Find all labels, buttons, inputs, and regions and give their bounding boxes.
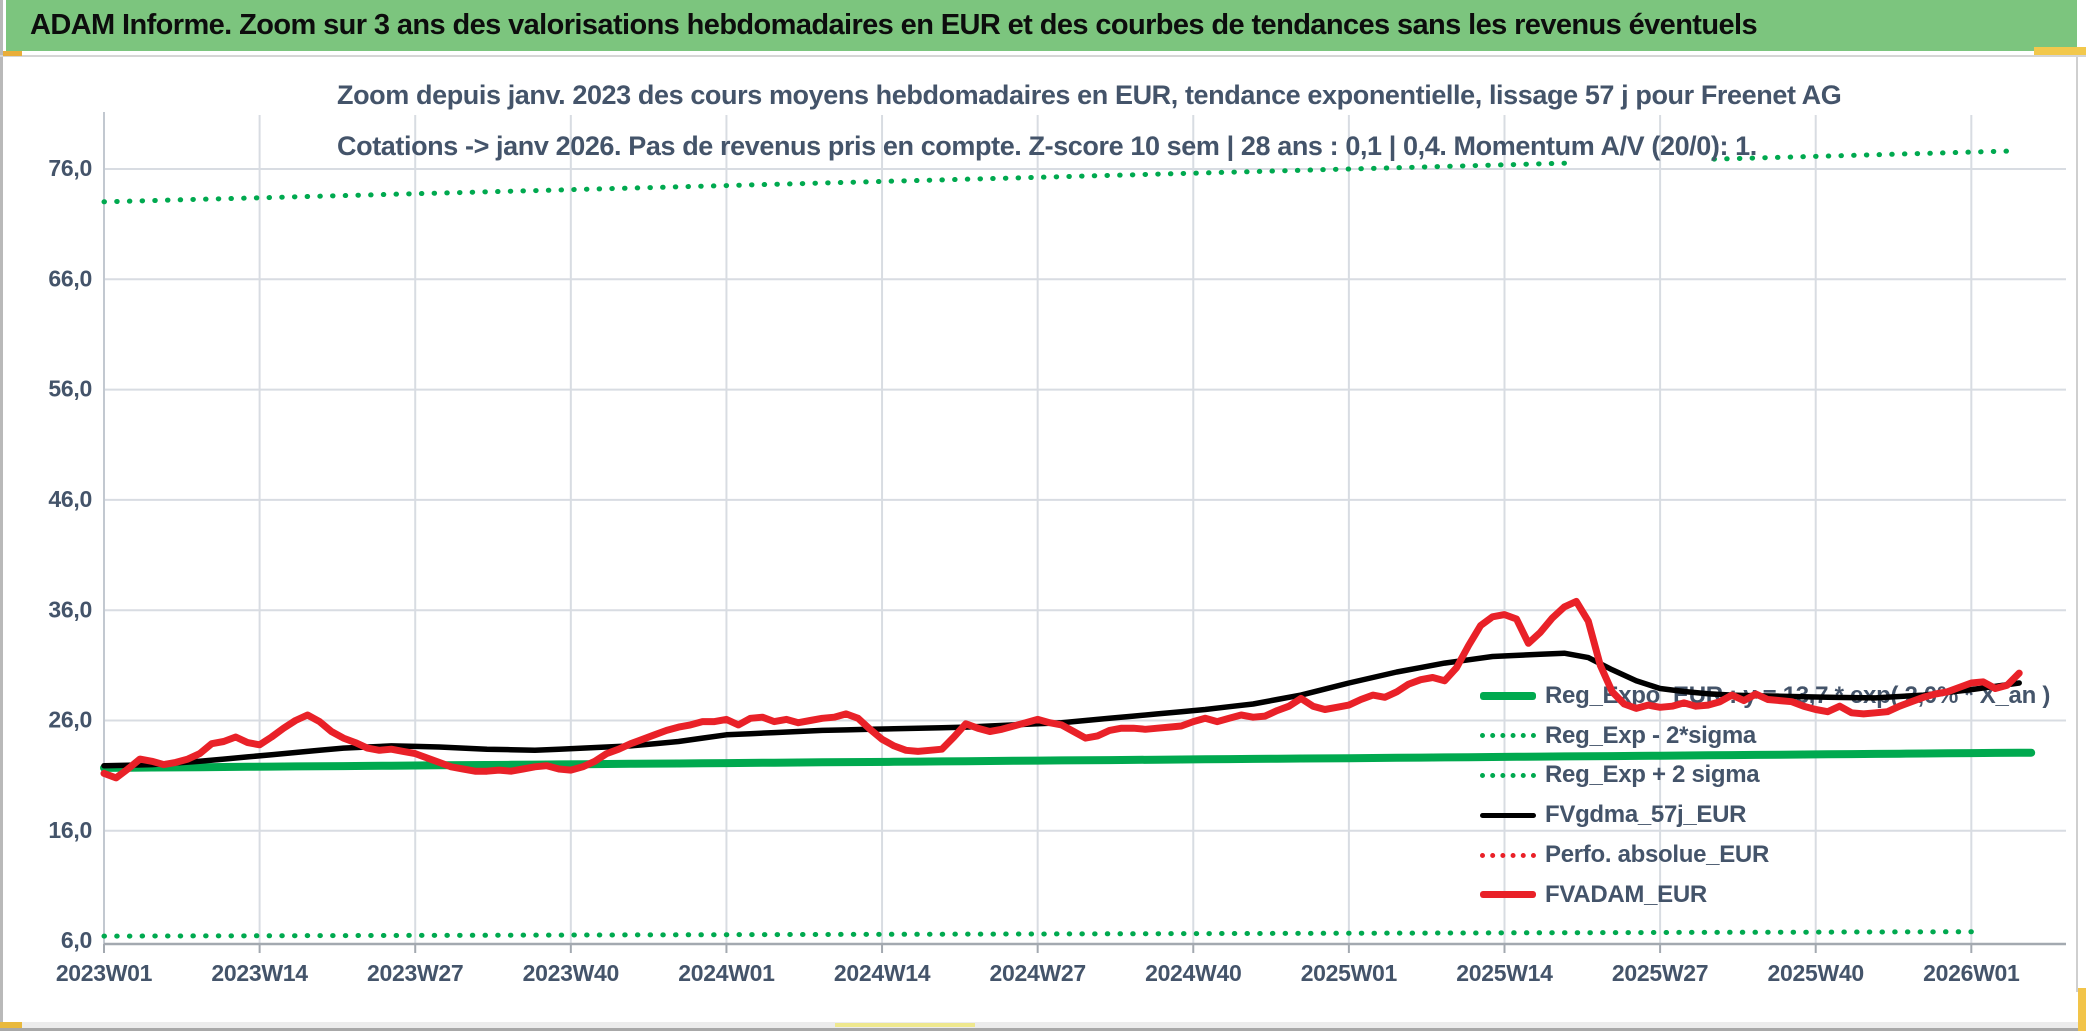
x-axis-tick-label: 2023W40 [523, 960, 619, 986]
x-axis-tick-label: 2026W01 [1923, 960, 2020, 986]
legend-item: Reg_Exp + 2 sigma [1480, 756, 2050, 796]
x-axis-tick-label: 2025W40 [1768, 960, 1864, 986]
legend-label: Reg_Expo_EUR : y = 13,7 * exp( 2,0% * X_… [1545, 681, 2051, 709]
x-axis-tick-label: 2024W01 [678, 960, 775, 986]
y-axis-tick-label: 26,0 [48, 707, 92, 733]
legend-item: FVADAM_EUR [1480, 875, 2050, 915]
accent-top-left [3, 51, 22, 56]
y-axis-tick-label: 6,0 [61, 927, 92, 953]
y-axis-tick-label: 46,0 [48, 486, 92, 512]
window-right-border [2076, 57, 2078, 992]
accent-bottom-middle[interactable] [835, 1023, 975, 1027]
x-axis-tick-label: 2024W27 [989, 960, 1085, 986]
y-axis-tick-label: 16,0 [48, 817, 92, 843]
accent-bottom-right [2078, 988, 2086, 1031]
legend-solid-line-sample [1480, 891, 1536, 899]
legend-item: Perfo. absolue_EUR [1480, 835, 2050, 875]
x-axis-tick-label: 2025W01 [1301, 960, 1398, 986]
y-axis-tick-label: 36,0 [48, 596, 92, 622]
legend-item: Reg_Exp - 2*sigma [1480, 716, 2050, 756]
legend-solid-line-sample [1480, 812, 1536, 819]
legend-label: Perfo. absolue_EUR [1545, 841, 1769, 869]
x-axis-tick-label: 2024W14 [834, 960, 931, 986]
chart-legend: Reg_Expo_EUR : y = 13,7 * exp( 2,0% * X_… [1480, 676, 2050, 915]
y-axis-tick-label: 66,0 [48, 265, 92, 291]
x-axis-tick-label: 2023W01 [56, 960, 153, 986]
legend-item: Reg_Expo_EUR : y = 13,7 * exp( 2,0% * X_… [1480, 676, 2050, 716]
legend-label: FVADAM_EUR [1545, 880, 1707, 908]
legend-dotted-line-sample [1480, 772, 1536, 778]
legend-label: FVgdma_57j_EUR [1545, 801, 1747, 829]
header-separator [0, 55, 2086, 57]
y-axis-tick-label: 76,0 [48, 155, 92, 181]
accent-top-right [2034, 47, 2086, 55]
window-bottom-border [0, 1028, 2086, 1031]
x-axis-tick-label: 2025W14 [1456, 960, 1553, 986]
header-bar: ADAM Informe. Zoom sur 3 ans des valoris… [6, 0, 2077, 51]
legend-solid-line-sample [1480, 691, 1536, 700]
legend-dotted-line-sample [1480, 852, 1536, 858]
legend-label: Reg_Exp - 2*sigma [1545, 721, 1756, 749]
x-axis-tick-label: 2023W27 [367, 960, 463, 986]
y-axis-tick-label: 56,0 [48, 376, 92, 402]
legend-label: Reg_Exp + 2 sigma [1545, 761, 1760, 789]
legend-dotted-line-sample [1480, 733, 1536, 739]
window-left-border [0, 0, 3, 1031]
legend-item: FVgdma_57j_EUR [1480, 795, 2050, 835]
accent-bottom-left [0, 1022, 22, 1028]
x-axis-tick-label: 2024W40 [1145, 960, 1241, 986]
x-axis-tick-label: 2025W27 [1612, 960, 1708, 986]
bottom-scroll-strip[interactable] [0, 1022, 2086, 1028]
x-axis-tick-label: 2023W14 [211, 960, 308, 986]
header-title: ADAM Informe. Zoom sur 3 ans des valoris… [30, 9, 1758, 41]
